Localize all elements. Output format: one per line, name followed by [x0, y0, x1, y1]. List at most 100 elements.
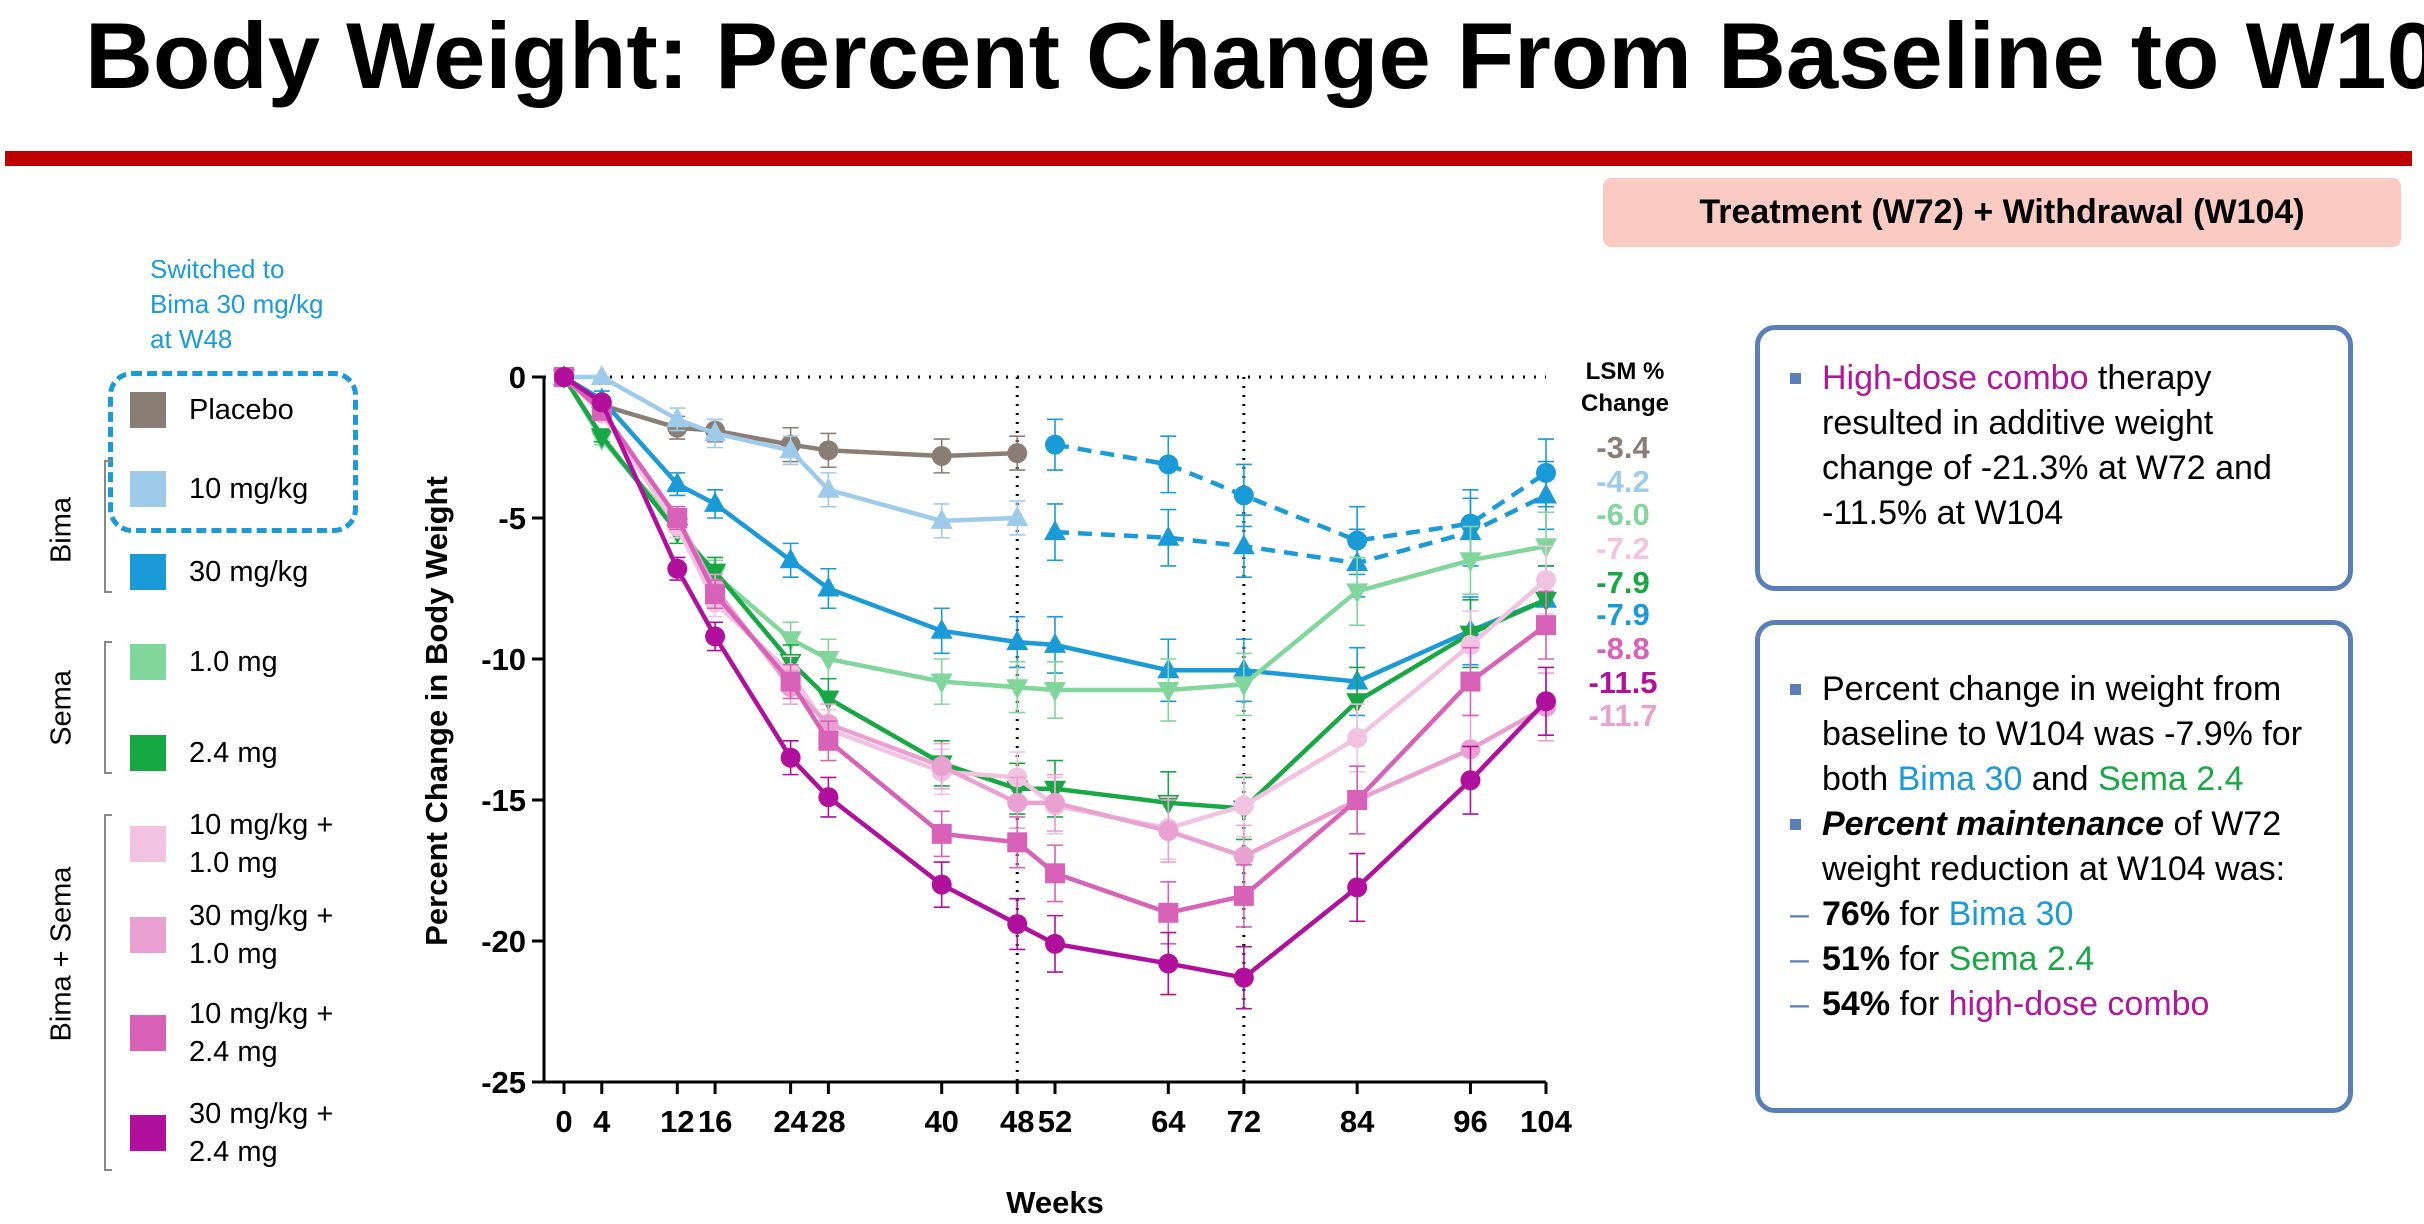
marker — [704, 421, 727, 442]
lsm-value: -7.2 — [1596, 531, 1650, 566]
marker — [780, 747, 801, 768]
series-line — [1054, 493, 1547, 566]
lsm-title: LSM % Change — [1580, 358, 1669, 417]
x-tick-label: 64 — [1151, 1104, 1186, 1139]
marker — [1233, 967, 1254, 988]
x-tick-label: 48 — [1000, 1104, 1034, 1139]
note-text: and — [2022, 760, 2098, 798]
y-tick-label: -10 — [481, 642, 526, 677]
lsm-value: -11.5 — [1588, 665, 1658, 700]
legend-label: 2.4 mg — [189, 737, 278, 769]
marker — [1535, 483, 1557, 504]
series-line — [562, 375, 1018, 459]
note-text: Sema 2.4 — [2097, 760, 2244, 798]
marker — [590, 428, 613, 449]
bullet: High-dose combo therapy resulted in addi… — [1760, 356, 2318, 536]
y-tick-label: -15 — [481, 783, 526, 818]
legend-label: Placebo — [189, 394, 294, 426]
marker — [1233, 846, 1254, 867]
note-text: for — [1890, 985, 1949, 1023]
marker — [1232, 534, 1255, 555]
slide-title: Body Weight: Percent Change From Baselin… — [85, 3, 2424, 108]
x-tick-label: 12 — [660, 1104, 694, 1139]
marker — [1006, 679, 1029, 700]
lsm-value: -7.9 — [1596, 565, 1650, 600]
legend-swatch — [130, 735, 166, 771]
bullet: 76% for Bima 30 — [1760, 892, 2318, 937]
marker — [1158, 953, 1179, 974]
note-text: high-dose combo — [1948, 985, 2210, 1023]
marker — [1006, 630, 1029, 651]
note-text: 51% — [1822, 940, 1891, 978]
marker — [1045, 863, 1065, 884]
marker — [1232, 676, 1255, 697]
bullet: Percent maintenance of W72 weight reduct… — [1760, 802, 2318, 892]
marker — [1233, 885, 1254, 906]
note-text: Percent maintenance — [1822, 805, 2165, 843]
legend-label: 10 mg/kg — [189, 473, 309, 505]
marker — [591, 392, 612, 413]
x-tick-label: 104 — [1520, 1104, 1572, 1139]
bullet: 54% for high-dose combo — [1760, 982, 2318, 1027]
marker — [817, 690, 840, 711]
lsm-value: -4.2 — [1596, 464, 1650, 499]
note-text: therapy resulted in additive weight chan… — [1822, 359, 2282, 532]
marker — [1347, 877, 1368, 898]
marker — [1233, 795, 1254, 816]
legend-label: 10 mg/kg + 2.4 mg — [189, 998, 334, 1068]
series-line — [1054, 442, 1548, 543]
marker — [1233, 485, 1254, 506]
marker — [818, 440, 839, 461]
series-line — [562, 375, 1548, 916]
note-text: Percent change in weight from baseline t… — [1822, 670, 2312, 798]
y-tick-label: -25 — [481, 1065, 526, 1100]
y-axis-label: Percent Change in Body Weight — [419, 476, 454, 946]
marker — [779, 438, 802, 459]
marker — [1158, 902, 1179, 923]
note-text: 76% — [1822, 895, 1891, 933]
marker — [931, 756, 952, 777]
legend-label: 30 mg/kg + 1.0 mg — [189, 900, 334, 970]
marker — [705, 584, 726, 605]
marker — [1347, 727, 1368, 748]
legend-swatch — [130, 917, 166, 953]
lsm-value: -7.9 — [1596, 597, 1650, 632]
marker — [930, 673, 953, 694]
marker — [1347, 790, 1368, 810]
marker — [1460, 770, 1481, 791]
x-axis-label: Weeks — [1006, 1185, 1104, 1220]
marker — [780, 671, 801, 692]
lsm-value: -3.4 — [1596, 430, 1650, 465]
marker — [1157, 682, 1180, 703]
marker — [817, 576, 840, 597]
marker — [931, 445, 952, 466]
marker — [1044, 520, 1066, 541]
marker — [817, 651, 840, 671]
switch-box — [108, 371, 358, 533]
marker — [1536, 691, 1556, 712]
note-text: Bima 30 — [1948, 895, 2074, 933]
marker — [1158, 454, 1179, 475]
marker — [779, 631, 802, 652]
note-text: of W72 weight reduction at W104 was: — [1822, 805, 2291, 888]
marker — [779, 548, 802, 569]
marker — [705, 626, 726, 647]
lsm-value: -8.8 — [1596, 631, 1650, 666]
y-tick-label: 0 — [509, 360, 526, 395]
bullet: Percent change in weight from baseline t… — [1760, 667, 2318, 802]
marker — [1460, 634, 1481, 655]
marker — [931, 823, 952, 844]
lsm-value: -11.7 — [1588, 698, 1658, 733]
marker — [931, 874, 952, 895]
marker — [1045, 933, 1065, 954]
note-text: 54% — [1822, 985, 1891, 1023]
legend-label: 10 mg/kg + 1.0 mg — [189, 809, 334, 879]
note-text: High-dose combo — [1822, 359, 2089, 397]
lsm-value: -6.0 — [1596, 497, 1650, 532]
legend-swatch — [130, 1015, 166, 1051]
marker — [1007, 792, 1028, 813]
marker — [1346, 583, 1369, 604]
marker — [1045, 434, 1065, 455]
